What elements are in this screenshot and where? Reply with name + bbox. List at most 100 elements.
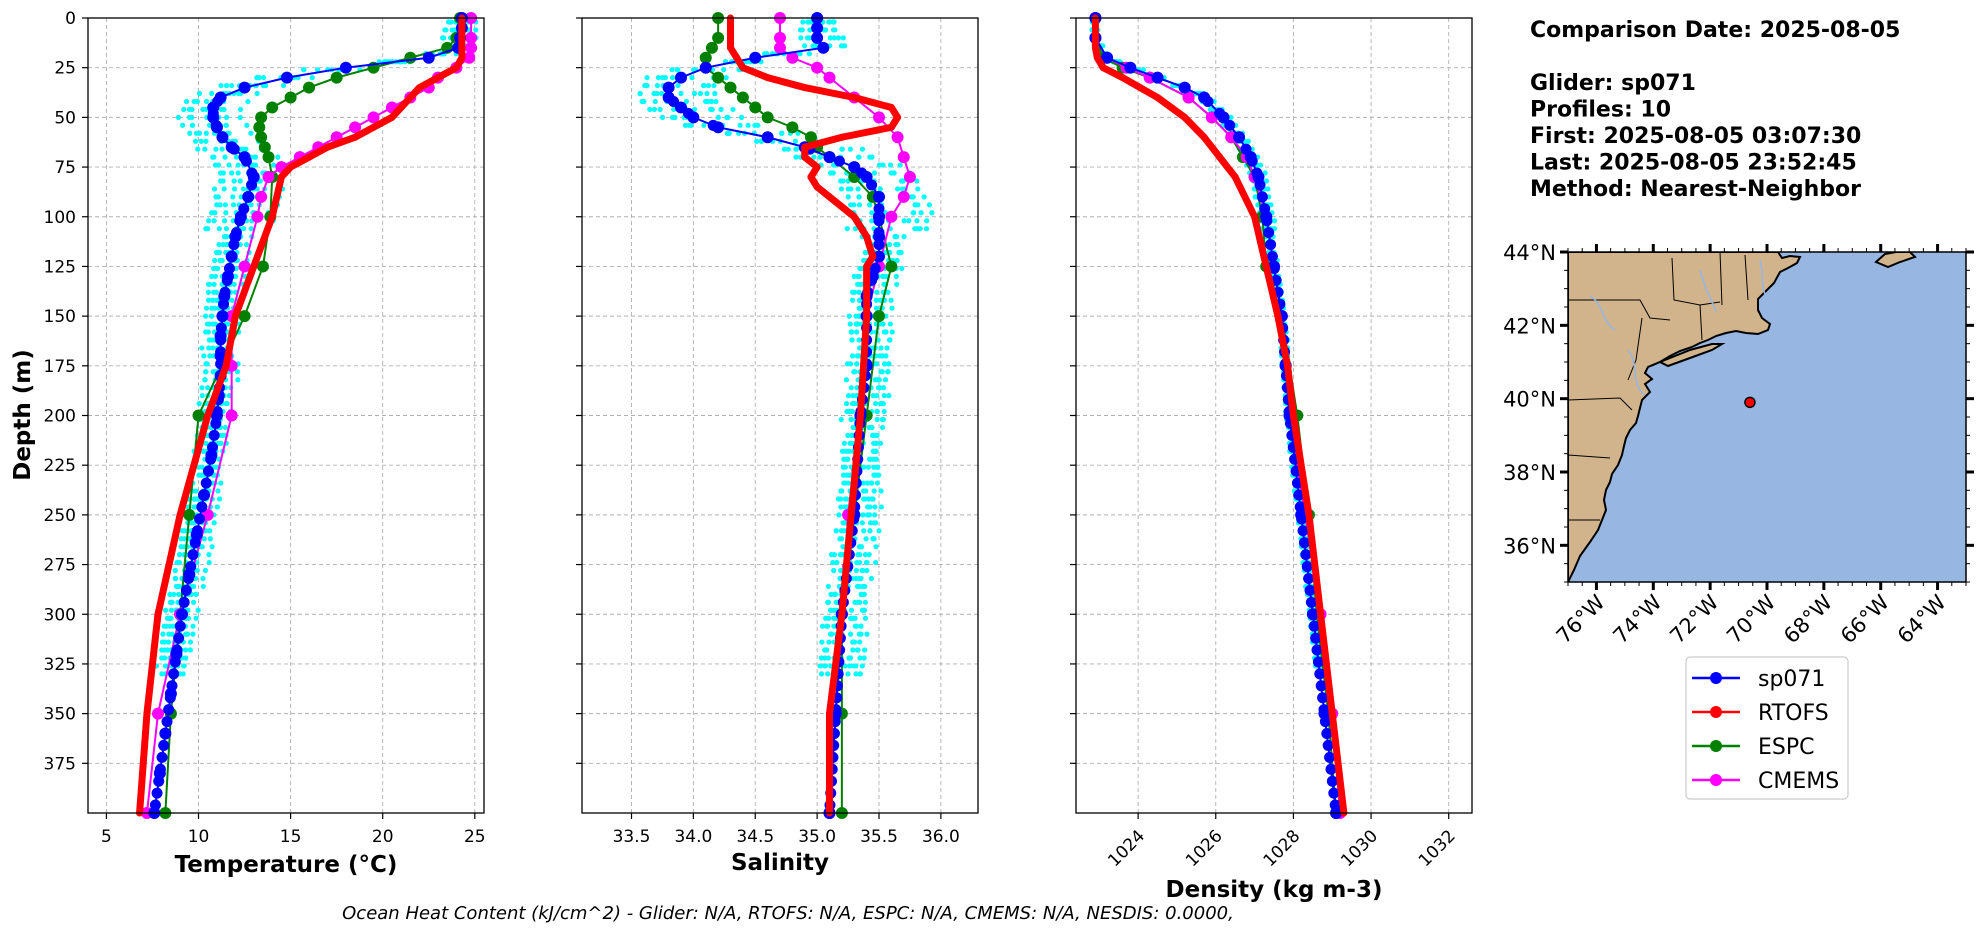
sp071-marker [1319, 716, 1331, 728]
sp071-marker [210, 417, 222, 429]
sp071-marker [174, 620, 186, 632]
raw-profile-point [877, 353, 883, 359]
raw-profile-point [860, 488, 867, 494]
raw-profile-point [863, 536, 869, 542]
raw-profile-point [194, 98, 200, 105]
salinity-raw-profiles [637, 19, 935, 677]
raw-profile-point [880, 321, 886, 327]
raw-profile-point [217, 257, 223, 264]
cmems-marker [897, 151, 910, 164]
raw-profile-point [235, 170, 241, 176]
density-panel: 1024 1026 1028 1030 1032 Density (kg m-3) [1070, 12, 1473, 903]
sp071-marker [216, 131, 228, 143]
raw-profile-point [857, 671, 863, 677]
rtofs-marker [351, 133, 359, 141]
espc-marker [712, 71, 725, 84]
raw-profile-point [827, 19, 833, 25]
raw-profile-point [894, 281, 900, 287]
raw-profile-point [873, 448, 879, 454]
raw-profile-point [721, 67, 727, 73]
raw-profile-point [915, 186, 921, 192]
lon-tick-label: 64°W [1893, 590, 1951, 648]
sp071-marker [707, 119, 719, 131]
rtofs-marker [222, 362, 230, 370]
raw-profile-point [160, 631, 166, 637]
raw-profile-point [857, 599, 863, 605]
raw-profile-point [178, 536, 184, 542]
raw-profile-point [886, 337, 893, 343]
lon-tick-label: 68°W [1779, 590, 1837, 648]
raw-profile-point [895, 241, 901, 248]
raw-profile-point [207, 536, 213, 542]
legend-label-cmems: CMEMS [1758, 769, 1839, 794]
rtofs-marker [458, 34, 466, 42]
raw-profile-point [222, 424, 228, 431]
raw-profile-point [231, 178, 237, 184]
raw-profile-point [797, 27, 804, 33]
sp071-marker [219, 286, 231, 298]
sp071-marker [1308, 620, 1320, 632]
raw-profile-point [831, 591, 837, 597]
x-tick-label: 35.5 [860, 827, 898, 847]
raw-profile-point [847, 146, 853, 152]
raw-profile-point [662, 75, 668, 81]
legend-box [1685, 656, 1849, 800]
raw-profile-point [211, 281, 217, 287]
sp071-marker [1304, 584, 1316, 596]
raw-profile-point [251, 162, 257, 168]
raw-profile-point [856, 337, 862, 343]
sp071-marker [1233, 131, 1245, 143]
lon-tick-label: 74°W [1608, 590, 1666, 648]
depth-tick-label: 225 [44, 456, 76, 476]
sp071-marker [183, 572, 195, 584]
raw-profile-point [726, 130, 732, 136]
raw-profile-point [785, 146, 791, 152]
cmems-marker [225, 409, 238, 422]
raw-profile-point [881, 393, 887, 399]
comparison-info-block: Comparison Date: 2025-08-05 Glider: sp071… [1530, 18, 1900, 202]
info-line: Method: Nearest-Neighbor [1530, 177, 1861, 202]
raw-profile-point [846, 655, 852, 661]
raw-profile-point [233, 154, 240, 160]
temperature-tick-labels: 5 10 15 20 25 [101, 813, 486, 847]
sp071-marker [1259, 203, 1271, 215]
raw-profile-point [1263, 178, 1270, 184]
sp071-marker [216, 310, 228, 322]
raw-profile-point [872, 400, 879, 407]
raw-profile-point [231, 281, 237, 287]
raw-profile-point [921, 194, 927, 200]
rtofs-marker [739, 64, 747, 72]
x-tick-label: 15 [280, 827, 302, 847]
raw-profile-point [848, 361, 854, 367]
sp071-marker [1317, 692, 1329, 704]
sp071-marker [811, 21, 824, 34]
raw-profile-point [819, 639, 825, 645]
sp071-marker [228, 143, 240, 155]
raw-profile-point [912, 202, 918, 208]
rtofs-marker [1251, 213, 1259, 221]
espc-marker [258, 141, 271, 154]
raw-profile-point [206, 321, 213, 327]
raw-profile-point [199, 393, 205, 399]
espc-marker [256, 260, 269, 273]
sp071-marker [230, 227, 242, 239]
raw-profile-point [196, 400, 202, 407]
raw-profile-point [838, 528, 845, 534]
raw-profile-point [848, 329, 854, 335]
raw-profile-point [215, 162, 222, 168]
raw-profile-point [187, 647, 193, 653]
sp071-marker [1297, 525, 1309, 537]
raw-profile-point [822, 655, 828, 661]
raw-profile-point [203, 130, 209, 136]
rtofs-marker [1200, 133, 1208, 141]
raw-profile-point [180, 122, 186, 128]
raw-profile-point [880, 385, 887, 391]
espc-marker [238, 310, 251, 323]
espc-marker [404, 51, 417, 64]
raw-profile-point [869, 218, 875, 224]
sp071-marker [1178, 81, 1191, 94]
raw-profile-point [885, 369, 891, 375]
rtofs-marker [813, 163, 821, 171]
raw-profile-point [859, 520, 865, 526]
sp071-marker [151, 787, 163, 799]
